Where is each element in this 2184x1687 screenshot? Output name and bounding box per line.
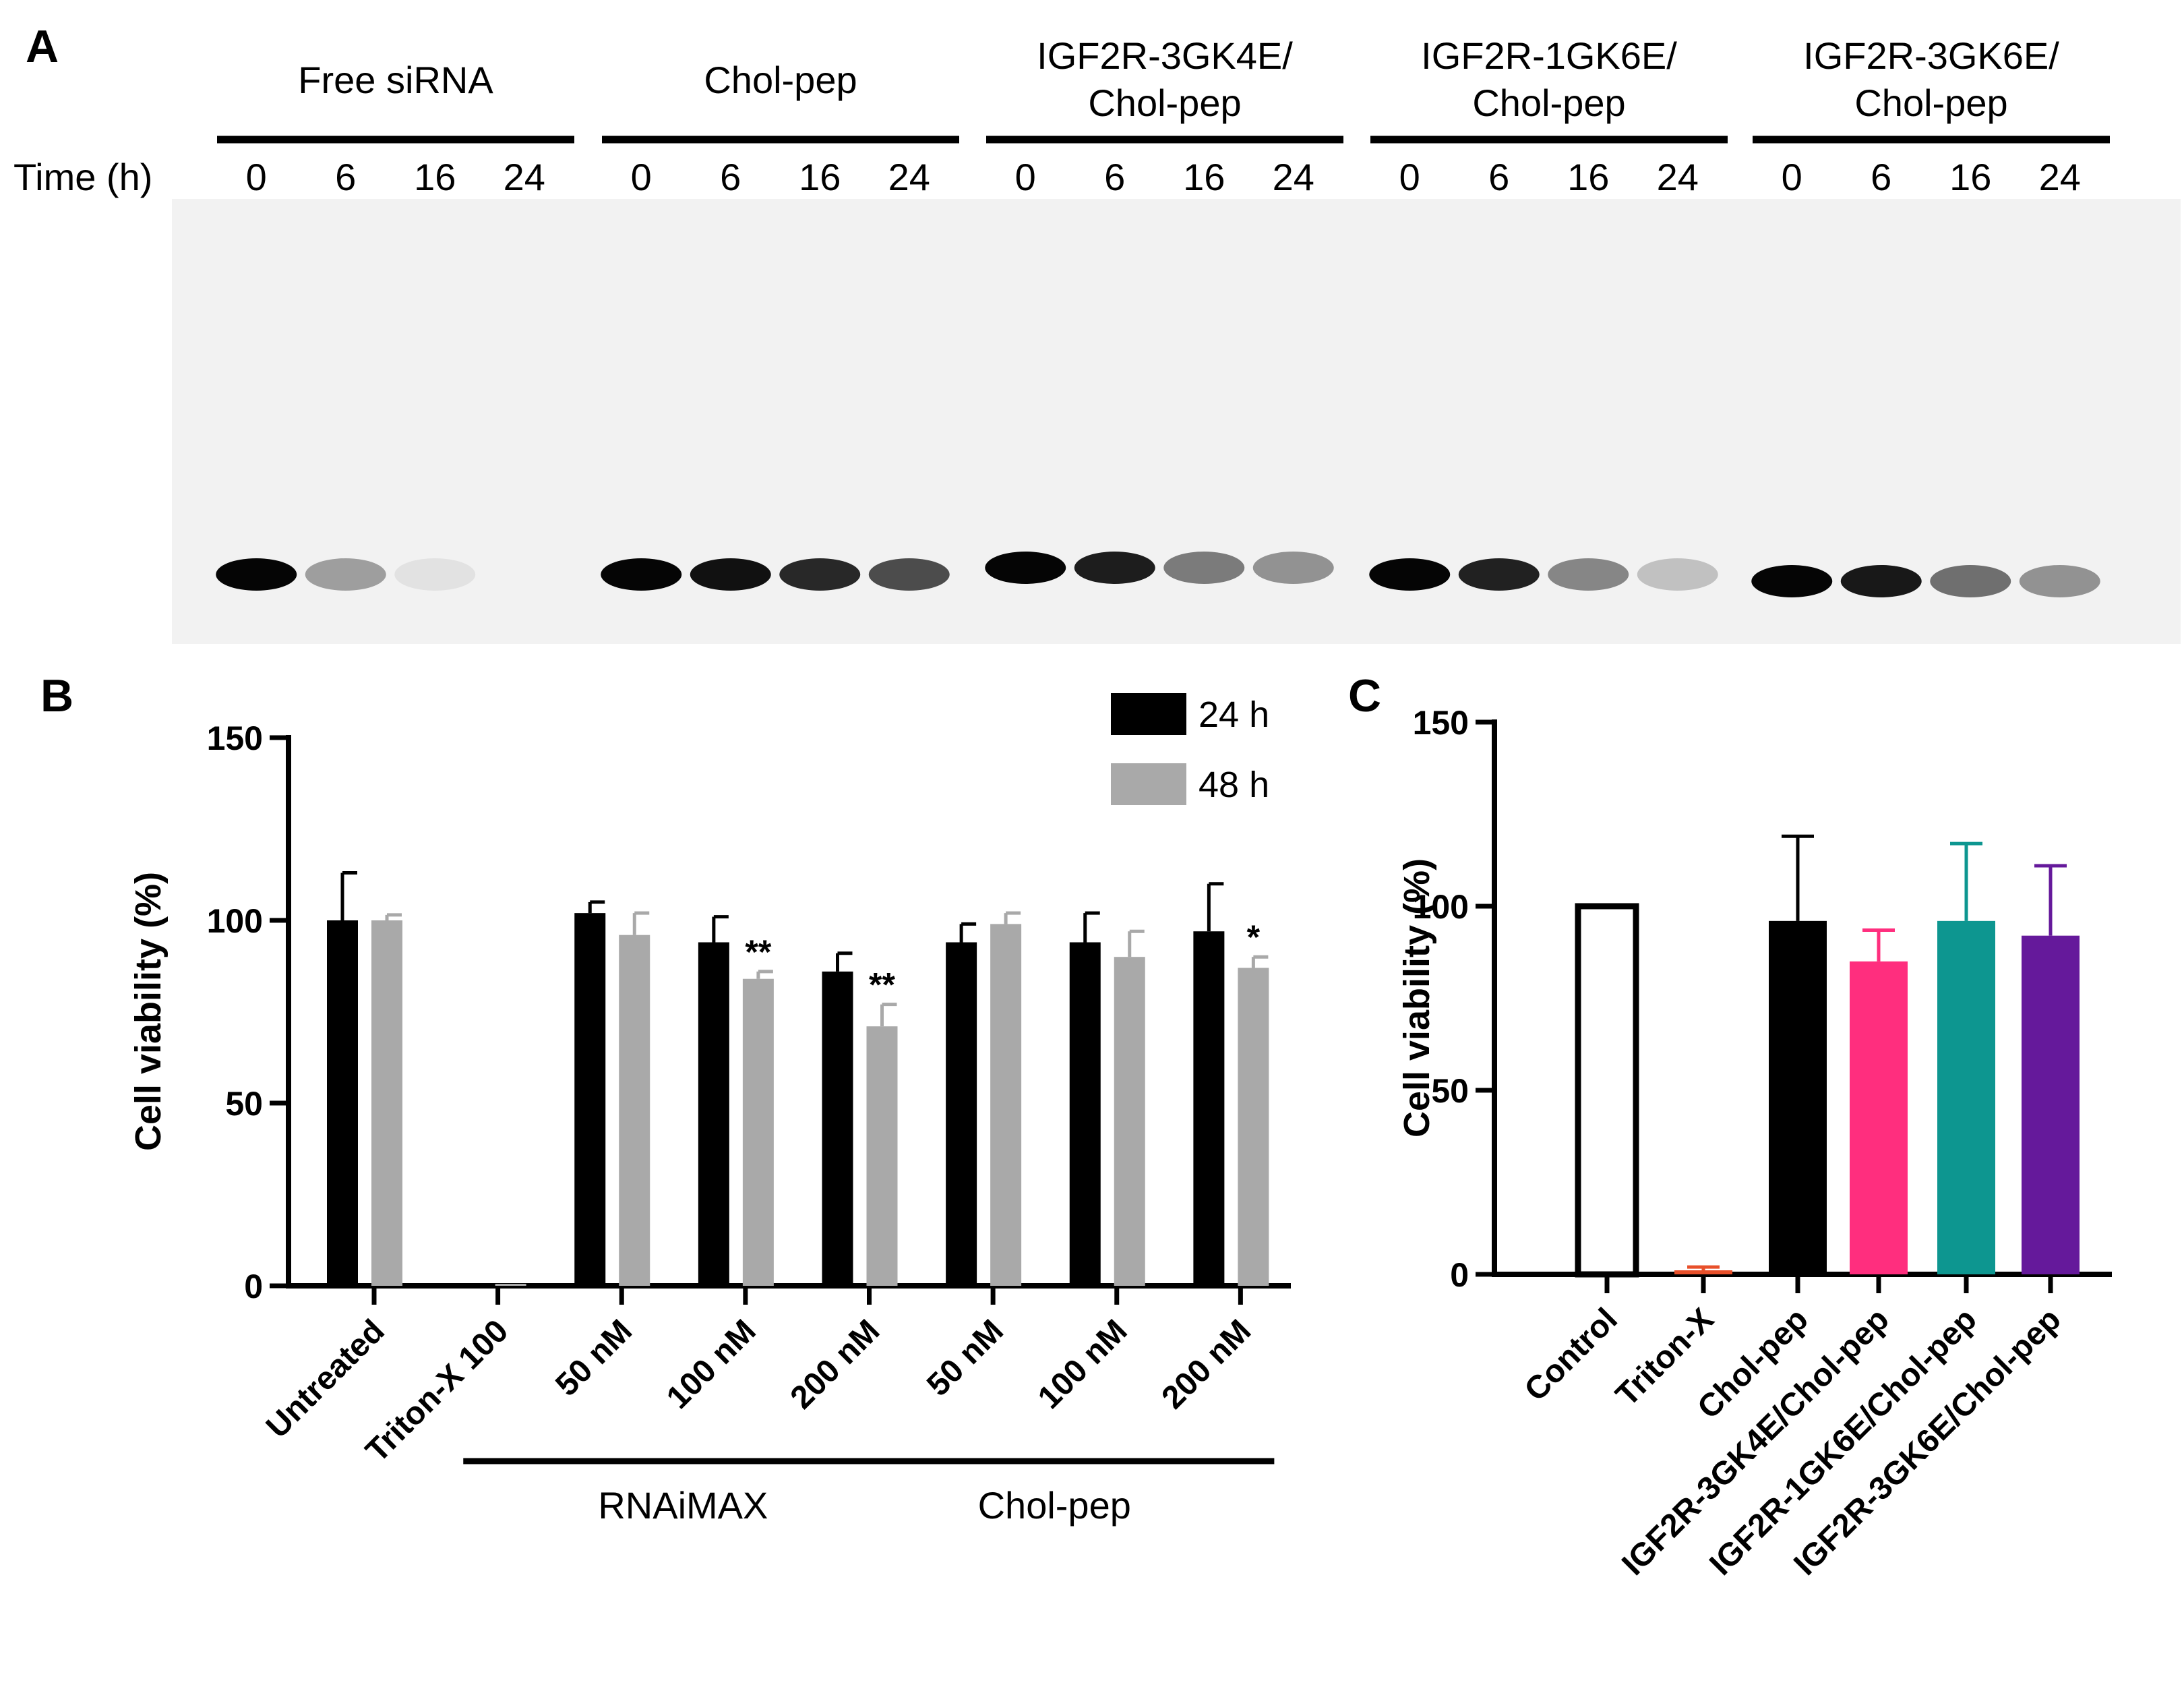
gel-time-tick: 6: [1104, 156, 1125, 198]
gel-group-label-line1: IGF2R-1GK6E/: [1421, 34, 1677, 77]
chart-b-bar: [698, 942, 729, 1286]
chart-b-bar: [1114, 957, 1145, 1286]
chart-c-bar: [1674, 1270, 1732, 1274]
gel-group-label: Free siRNA: [298, 59, 493, 101]
gel-time-tick: 6: [335, 156, 356, 198]
gel-time-tick: 16: [1183, 156, 1225, 198]
gel-band: [1548, 558, 1629, 591]
gel-time-tick: 6: [720, 156, 741, 198]
chart-b-legend-swatch: [1111, 693, 1186, 735]
panel-a-label: A: [26, 21, 59, 72]
chart-b-bar: [946, 942, 977, 1286]
gel-time-tick: 6: [1488, 156, 1509, 198]
chart-b-bar: [866, 1026, 898, 1286]
gel-time-tick: 16: [1567, 156, 1609, 198]
gel-time-tick: 0: [1399, 156, 1420, 198]
gel-time-tick: 24: [504, 156, 545, 198]
chart-b-bar: [1069, 942, 1101, 1286]
gel-time-tick: 0: [1782, 156, 1802, 198]
gel-time-tick: 0: [1015, 156, 1036, 198]
gel-time-tick: 24: [1273, 156, 1314, 198]
chart-b-bar: [495, 1284, 526, 1286]
gel-band: [779, 558, 861, 591]
gel-time-tick: 16: [414, 156, 456, 198]
gel-time-label: Time (h): [13, 156, 152, 198]
chart-c-bar: [1850, 961, 1908, 1274]
gel-band: [305, 558, 386, 591]
panel-c-label: C: [1348, 670, 1381, 721]
gel-time-tick: 16: [1949, 156, 1991, 198]
gel-band: [216, 558, 297, 591]
gel-band: [2019, 565, 2100, 597]
chart-b-y-tick-label: 0: [244, 1268, 263, 1305]
gel-band: [394, 558, 476, 591]
gel-band: [1637, 558, 1718, 591]
gel-band: [1074, 552, 1155, 584]
gel-band: [1163, 552, 1245, 584]
chart-c-y-label: Cell viability (%): [1397, 858, 1437, 1137]
chart-b-bar: [1238, 968, 1269, 1286]
panel-b-label: B: [40, 670, 73, 721]
gel-time-labels: 0 6 16 24 0 6 16 24 0 6 16 24 0 6 16 24 0 6 16 24: [246, 156, 2081, 198]
chart-c-bar: [2022, 935, 2080, 1274]
chart-b-y-tick-label: 100: [207, 902, 263, 940]
chart-b-legend-swatch: [1111, 763, 1186, 805]
chart-b-legend-label: 24 h: [1199, 694, 1269, 735]
gel-band: [690, 558, 771, 591]
gel-group-label-line1: IGF2R-3GK6E/: [1803, 34, 2059, 77]
gel-band: [1840, 565, 1922, 597]
gel-group-label-line1: IGF2R-3GK4E/: [1037, 34, 1293, 77]
gel-time-tick: 24: [1657, 156, 1699, 198]
gel-time-tick: 24: [2039, 156, 2081, 198]
gel-band: [601, 558, 682, 591]
chart-b-bar: [822, 971, 853, 1286]
chart-b-y-label: Cell viability (%): [128, 872, 169, 1151]
chart-b-bar: [1193, 931, 1225, 1286]
gel-band: [1458, 558, 1540, 591]
chart-b-y-tick-label: 150: [207, 719, 263, 757]
gel-band: [985, 552, 1066, 584]
chart-b-group-label: Chol-pep: [978, 1484, 1131, 1527]
chart-b-significance: **: [869, 966, 895, 1004]
chart-c-bar: [1575, 903, 1639, 1278]
gel-time-tick: 24: [888, 156, 930, 198]
chart-b-significance: **: [745, 933, 771, 971]
gel-group-label-line2: Chol-pep: [1088, 82, 1241, 124]
chart-b-bar: [450, 1284, 482, 1286]
chart-b-y-tick-label: 50: [225, 1085, 263, 1123]
gel-band: [1751, 565, 1833, 597]
chart-b-bar: [371, 920, 402, 1286]
chart-c-bar: [1769, 920, 1827, 1274]
gel-bands: [216, 552, 2100, 597]
chart-c-y-tick-label: 50: [1431, 1072, 1469, 1110]
chart-b-legend-label: 48 h: [1199, 765, 1269, 805]
gel-time-tick: 0: [246, 156, 267, 198]
gel-group-label-line2: Chol-pep: [1854, 82, 2007, 124]
gel-time-tick: 0: [631, 156, 652, 198]
chart-c-y-tick-label: 150: [1413, 704, 1469, 742]
gel-band: [1252, 552, 1334, 584]
chart-b-bar: [619, 935, 650, 1286]
gel-band: [1369, 558, 1451, 591]
gel-band: [1930, 565, 2011, 597]
chart-c-y-tick-label: 0: [1450, 1256, 1469, 1294]
gel-group-label-line2: Chol-pep: [1472, 82, 1625, 124]
gel-time-tick: 6: [1871, 156, 1891, 198]
gel-time-tick: 16: [799, 156, 841, 198]
gel-band: [868, 558, 950, 591]
chart-c-y-tick-label: 100: [1413, 888, 1469, 926]
gel-group-label: Chol-pep: [704, 59, 857, 101]
chart-b-significance: *: [1247, 918, 1261, 956]
chart-b-bar: [574, 913, 606, 1286]
chart-c-bar: [1937, 920, 1995, 1274]
chart-b-group-label: RNAiMAX: [598, 1484, 768, 1527]
gel-headers: Free siRNA Chol-pep IGF2R-3GK4E/Chol-pep IG…: [217, 34, 2110, 144]
chart-b-bar: [990, 924, 1022, 1286]
chart-b-bar: [742, 978, 774, 1286]
chart-b-bar: [327, 920, 358, 1286]
